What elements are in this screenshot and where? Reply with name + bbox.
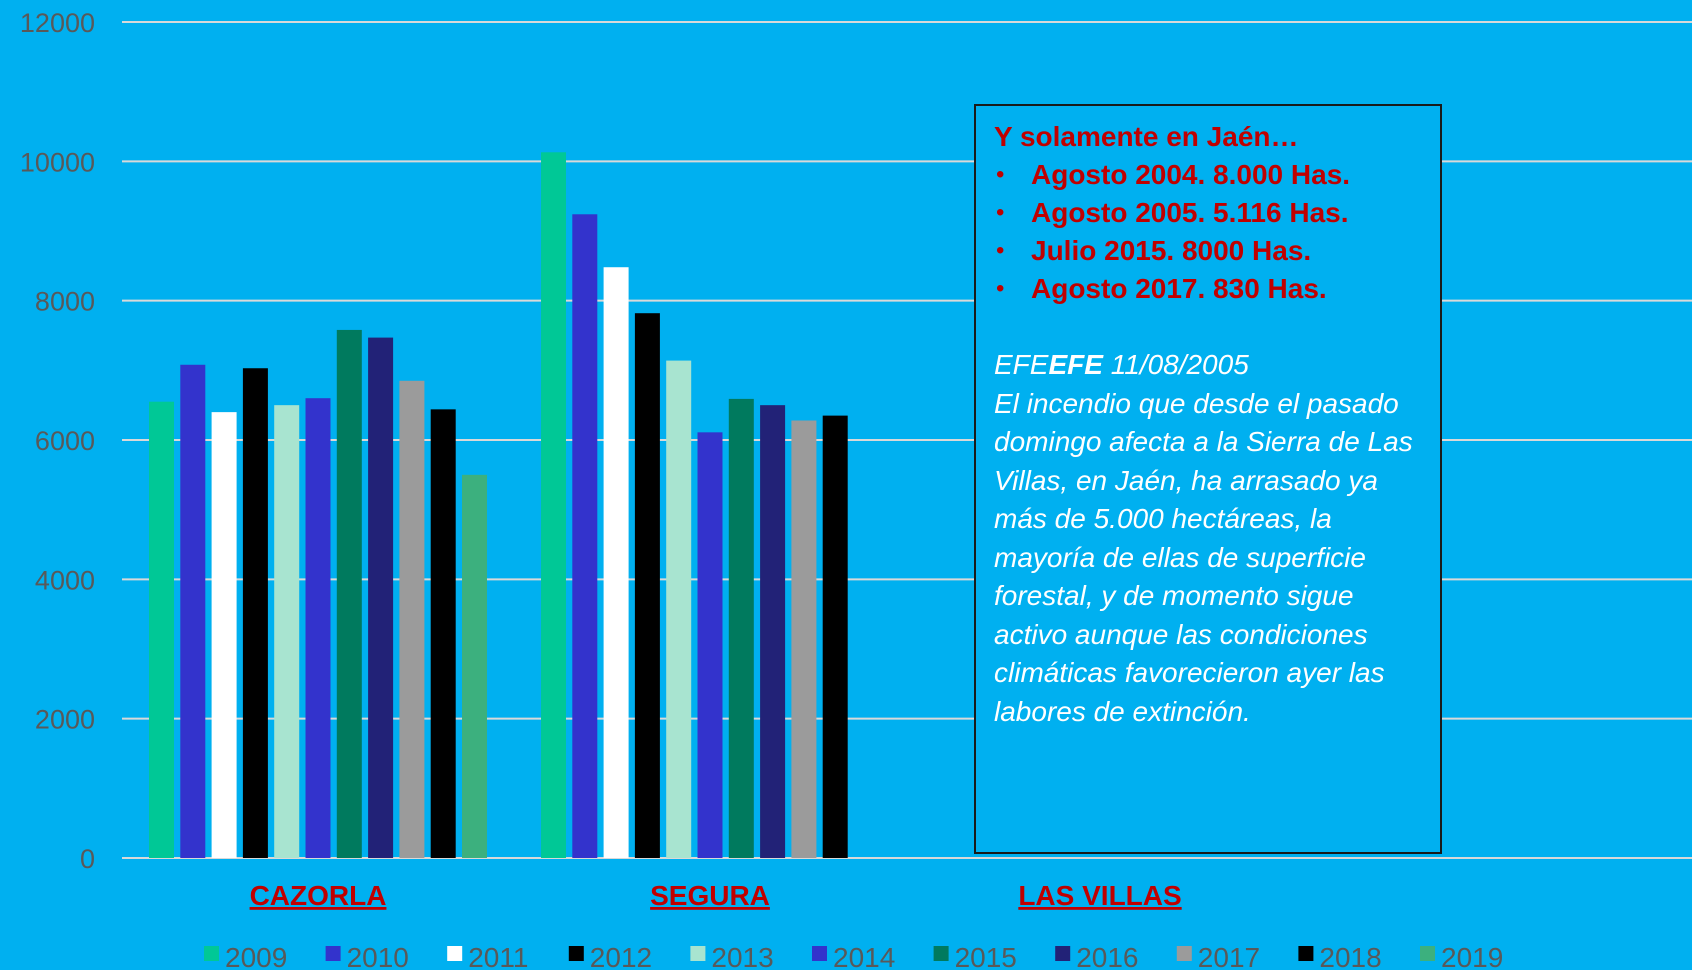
info-item: Agosto 2005. 5.116 Has. bbox=[994, 194, 1422, 232]
bar-segura-2011 bbox=[603, 267, 629, 858]
legend-swatch bbox=[1298, 946, 1314, 961]
bar-segura-2015 bbox=[728, 398, 754, 858]
bar-cazorla-2017 bbox=[399, 380, 425, 858]
source-date: 11/08/2005 bbox=[1102, 349, 1249, 380]
bar-segura-2014 bbox=[697, 432, 723, 858]
legend-swatch bbox=[325, 946, 341, 961]
legend-label: 2010 bbox=[347, 942, 409, 970]
info-item: Julio 2015. 8000 Has. bbox=[994, 232, 1422, 270]
category-label: SEGURA bbox=[650, 880, 770, 911]
legend-label: 2016 bbox=[1076, 942, 1138, 970]
bar-cazorla-2019 bbox=[462, 474, 487, 858]
bar-cazorla-2013 bbox=[274, 405, 300, 858]
bar-cazorla-2014 bbox=[305, 398, 331, 858]
bar-segura-2010 bbox=[572, 214, 598, 858]
y-tick-label: 4000 bbox=[35, 565, 95, 595]
info-heading: Y solamente en Jaén… bbox=[994, 121, 1299, 152]
info-box: Y solamente en Jaén… Agosto 2004. 8.000 … bbox=[974, 104, 1442, 854]
legend-swatch bbox=[204, 946, 219, 961]
bar-cazorla-2011 bbox=[211, 412, 237, 858]
legend-label: 2009 bbox=[225, 942, 287, 970]
legend-label: 2019 bbox=[1441, 942, 1503, 970]
y-tick-label: 2000 bbox=[35, 705, 95, 735]
bar-segura-2012 bbox=[634, 313, 660, 858]
info-list: Agosto 2004. 8.000 Has. Agosto 2005. 5.1… bbox=[994, 156, 1422, 308]
source-bold: EFE bbox=[1048, 349, 1103, 380]
bar-segura-2018 bbox=[822, 415, 848, 858]
legend-swatch bbox=[447, 946, 463, 961]
y-axis: 0 2000 4000 6000 8000 10000 12000 bbox=[20, 8, 95, 874]
legend-swatch bbox=[812, 946, 827, 961]
bar-segura-2013 bbox=[666, 360, 692, 858]
info-item: Agosto 2017. 830 Has. bbox=[994, 270, 1422, 308]
bar-cazorla-2009 bbox=[149, 401, 174, 858]
quote-text: El incendio que desde el pasado domingo … bbox=[994, 387, 1413, 727]
bar-segura-2009 bbox=[541, 152, 566, 858]
legend-label: 2018 bbox=[1319, 942, 1381, 970]
bar-segura-2016 bbox=[760, 405, 786, 858]
category-label: LAS VILLAS bbox=[1018, 880, 1181, 911]
legend-swatch bbox=[1055, 946, 1071, 961]
news-quote: EFEEFE 11/08/2005 El incendio que desde … bbox=[994, 346, 1422, 731]
legend-label: 2015 bbox=[955, 942, 1017, 970]
bar-cazorla-2010 bbox=[180, 364, 206, 858]
quote-source: EFEEFE 11/08/2005 bbox=[994, 346, 1422, 385]
legend-swatch bbox=[933, 946, 949, 961]
legend-label: 2014 bbox=[833, 942, 895, 970]
legend-label: 2012 bbox=[590, 942, 652, 970]
bar-cazorla-2018 bbox=[430, 409, 456, 858]
legend-label: 2011 bbox=[468, 942, 528, 970]
y-tick-label: 0 bbox=[80, 844, 95, 874]
legend-swatch bbox=[568, 946, 584, 961]
x-axis: CAZORLA SEGURA LAS VILLAS bbox=[250, 880, 1182, 911]
y-tick-label: 8000 bbox=[35, 287, 95, 317]
info-item: Agosto 2004. 8.000 Has. bbox=[994, 156, 1422, 194]
legend-swatch bbox=[1176, 946, 1192, 961]
bar-segura-2017 bbox=[791, 420, 817, 858]
legend-label: 2013 bbox=[711, 942, 773, 970]
bar-cazorla-2012 bbox=[242, 368, 268, 858]
category-label: CAZORLA bbox=[250, 880, 387, 911]
y-tick-label: 6000 bbox=[35, 426, 95, 456]
bar-cazorla-2015 bbox=[336, 329, 362, 859]
legend: 2009 2010 2011 2012 2013 2014 2015 2016 2017 2018… bbox=[204, 942, 1503, 970]
legend-swatch bbox=[690, 946, 706, 961]
source-prefix: EFE bbox=[994, 349, 1049, 380]
legend-label: 2017 bbox=[1198, 942, 1260, 970]
legend-swatch bbox=[1420, 946, 1435, 961]
bar-cazorla-2016 bbox=[368, 337, 394, 859]
y-tick-label: 12000 bbox=[20, 8, 95, 38]
bars bbox=[149, 152, 848, 859]
y-tick-label: 10000 bbox=[20, 147, 95, 177]
